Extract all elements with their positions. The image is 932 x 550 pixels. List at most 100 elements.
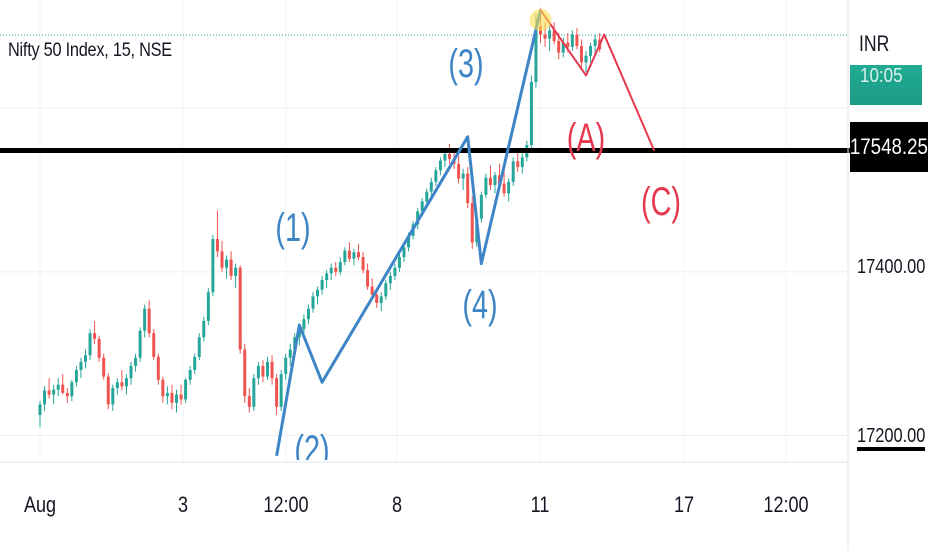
candle-body	[79, 361, 83, 370]
candle-body	[570, 34, 574, 47]
candle-body	[247, 396, 251, 407]
candle-body	[270, 361, 274, 379]
candle-body	[120, 382, 124, 387]
candle-body	[279, 374, 283, 407]
candle-body	[152, 333, 156, 357]
candle-body	[502, 183, 506, 194]
candle-body	[479, 194, 483, 219]
candle-body	[170, 392, 174, 403]
peak-highlight-marker	[529, 9, 552, 31]
candle-body	[284, 357, 288, 375]
candle-body	[520, 157, 524, 168]
candle-body	[379, 296, 383, 303]
candle-body	[74, 370, 78, 383]
candle-body	[561, 42, 565, 53]
candle-body	[557, 41, 561, 53]
elliott-correction-wave-line[interactable]	[539, 9, 656, 152]
candle-body	[420, 201, 424, 212]
candle-body	[443, 154, 447, 161]
candle-body	[302, 319, 306, 330]
x-tick-label: 3	[177, 492, 189, 517]
wave-label-a[interactable]: (A)	[566, 116, 606, 160]
wave-label-3[interactable]: (3)	[448, 42, 484, 86]
y-tick-label: 17200.00	[857, 425, 926, 451]
candle-body	[225, 259, 229, 268]
candle-body	[56, 384, 60, 390]
wave-label-c[interactable]: (C)	[641, 180, 681, 224]
candle-body	[143, 308, 147, 331]
candle-body	[47, 390, 51, 395]
candle-body	[493, 175, 497, 186]
wave-label-1[interactable]: (1)	[275, 206, 311, 250]
candle-body	[347, 250, 351, 259]
candle-body	[220, 251, 224, 268]
candle-body	[484, 177, 488, 195]
candle-body	[184, 379, 188, 400]
candle-body	[329, 267, 333, 274]
candle-body	[202, 320, 206, 338]
candle-body	[593, 39, 597, 46]
candle-body	[370, 286, 374, 295]
candle-body	[97, 338, 101, 358]
candle-body	[529, 82, 533, 145]
candle-body	[466, 173, 470, 204]
candle-body	[366, 270, 370, 287]
last-price-tag: 10:05	[850, 65, 922, 105]
candle-body	[256, 365, 260, 379]
elliott-impulse-wave-line[interactable]	[275, 9, 542, 457]
x-tick-label: 8	[391, 492, 403, 517]
x-tick-label: 11	[530, 492, 550, 517]
candle-body	[338, 262, 342, 272]
candle-body	[52, 389, 56, 395]
last-price-tag-label: 10:05	[860, 65, 903, 87]
candle-body	[65, 392, 69, 397]
candle-body	[320, 280, 324, 290]
candle-body	[156, 356, 160, 380]
candle-body	[61, 384, 65, 393]
candle-body	[238, 267, 242, 350]
candle-body	[552, 30, 556, 42]
candle-body	[43, 390, 47, 405]
candle-body	[38, 404, 42, 415]
candle-body	[93, 333, 97, 339]
candle-body	[429, 181, 433, 192]
candle-body	[548, 30, 552, 39]
candle-body	[211, 239, 215, 293]
wave-label-2[interactable]: (2)	[294, 430, 330, 460]
level-price-label: 17548.25	[850, 134, 929, 159]
candle-body	[357, 252, 360, 258]
candle-body	[124, 378, 128, 387]
candle-body	[197, 337, 201, 357]
candle-body	[243, 349, 247, 397]
candle-body	[361, 257, 365, 271]
candle-body	[106, 376, 110, 405]
candle-body	[206, 292, 210, 321]
candle-body	[470, 203, 474, 243]
candle-body	[179, 394, 183, 400]
candle-body	[102, 357, 106, 377]
candle-body	[252, 378, 256, 407]
candle-body	[461, 173, 465, 179]
currency-label[interactable]: INR	[859, 31, 890, 56]
candle-body	[384, 283, 388, 297]
candle-body	[579, 46, 583, 63]
candle-body	[543, 34, 547, 39]
candle-body	[234, 267, 238, 276]
grid-lines	[0, 0, 848, 462]
candle-body	[261, 365, 265, 377]
wave-label-4[interactable]: (4)	[462, 283, 498, 327]
candle-body	[457, 163, 461, 179]
candle-body	[275, 378, 279, 407]
candle-body	[70, 382, 74, 397]
candle-body	[375, 294, 379, 303]
candle-body	[402, 247, 406, 258]
candle-body	[589, 46, 593, 56]
candle-body	[111, 388, 115, 405]
candle-body	[352, 252, 356, 259]
candle-body	[584, 55, 588, 63]
y-tick-label: 17400.00	[857, 256, 926, 278]
candle-body	[138, 330, 142, 358]
candle-body	[388, 275, 392, 284]
candle-body	[193, 356, 197, 370]
